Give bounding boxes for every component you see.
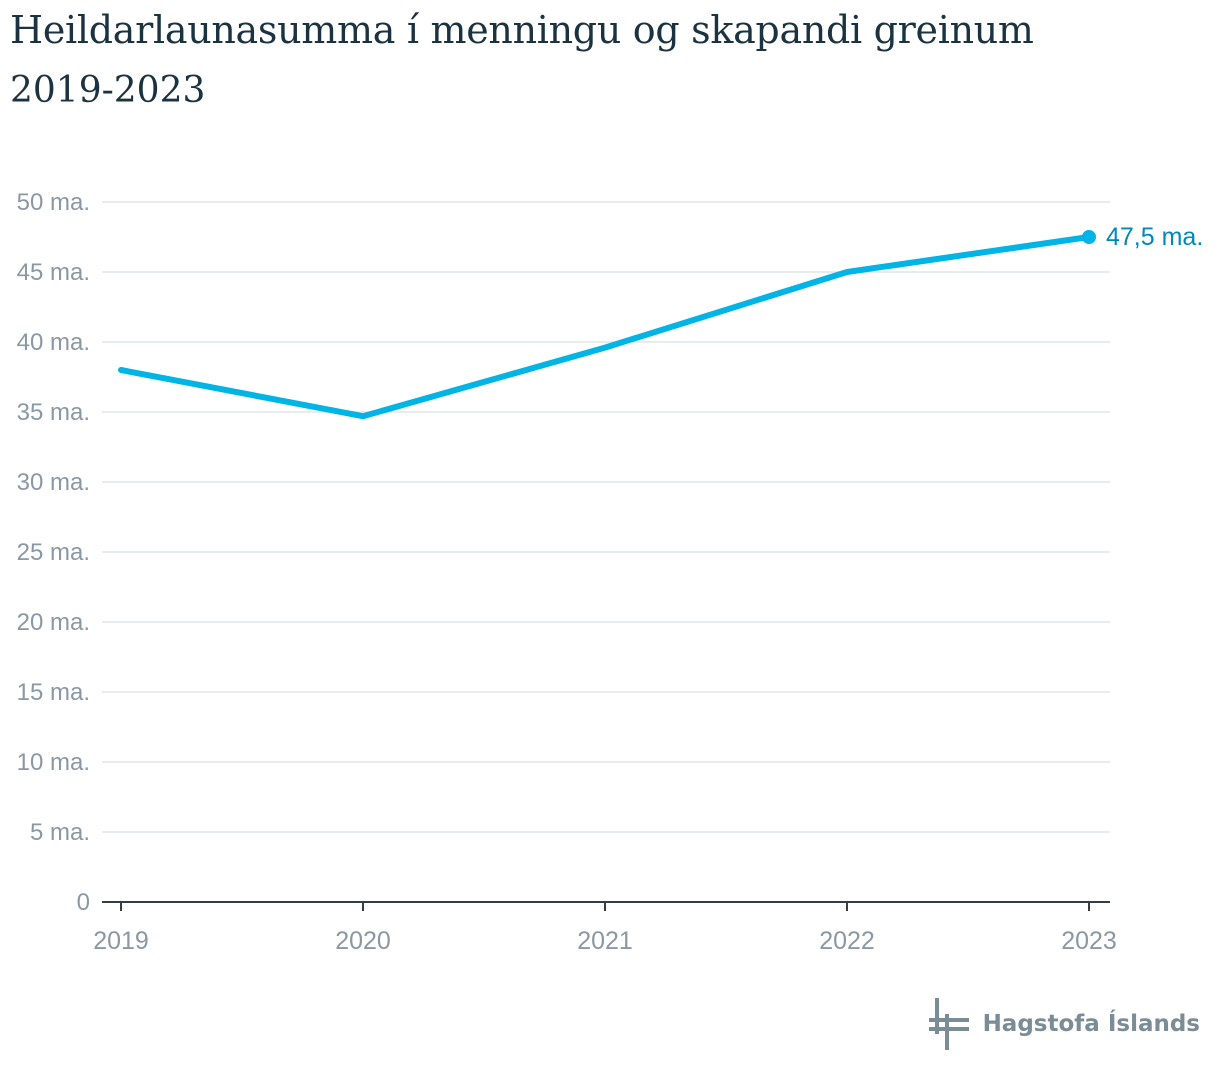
y-tick-label: 20 ma. xyxy=(17,609,90,636)
y-tick-label: 25 ma. xyxy=(17,539,90,566)
y-tick-label: 5 ma. xyxy=(30,819,90,846)
x-tick-label: 2021 xyxy=(577,927,633,955)
y-tick-label: 10 ma. xyxy=(17,749,90,776)
y-tick-label: 45 ma. xyxy=(17,259,90,286)
x-tick-label: 2019 xyxy=(93,927,149,955)
x-tick-label: 2023 xyxy=(1061,927,1117,955)
x-tick-label: 2022 xyxy=(819,927,875,955)
gridlines xyxy=(102,201,1110,833)
series-line xyxy=(118,234,1092,420)
end-value-label: 47,5 ma. xyxy=(1106,223,1203,251)
line-chart: 0 5 ma. 10 ma. 15 ma. 20 ma. 25 ma. 30 ma. 35 m… xyxy=(17,189,1204,955)
series: 47,5 ma. xyxy=(118,223,1203,420)
hagstofa-logo: Hagstofa Íslands xyxy=(928,998,1200,1050)
end-point-marker xyxy=(1082,230,1096,244)
x-axis: 2019 2020 2021 2022 2023 xyxy=(93,901,1117,955)
logo-text: Hagstofa Íslands xyxy=(982,1011,1200,1037)
y-tick-label: 0 xyxy=(77,889,90,916)
chart-title: Heildarlaunasumma í menningu og skapandi… xyxy=(10,8,1034,52)
x-tick-label: 2020 xyxy=(335,927,391,955)
hagstofa-mark-icon xyxy=(928,998,969,1050)
y-tick-label: 50 ma. xyxy=(17,189,90,216)
chart-subtitle: 2019-2023 xyxy=(10,70,206,111)
y-tick-label: 35 ma. xyxy=(17,399,90,426)
y-tick-label: 15 ma. xyxy=(17,679,90,706)
y-tick-label: 40 ma. xyxy=(17,329,90,356)
y-tick-label: 30 ma. xyxy=(17,469,90,496)
y-axis-ticks: 0 5 ma. 10 ma. 15 ma. 20 ma. 25 ma. 30 ma. 35 m… xyxy=(17,189,90,916)
